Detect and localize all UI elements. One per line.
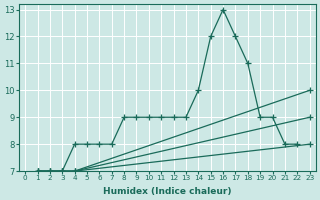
X-axis label: Humidex (Indice chaleur): Humidex (Indice chaleur) xyxy=(103,187,232,196)
